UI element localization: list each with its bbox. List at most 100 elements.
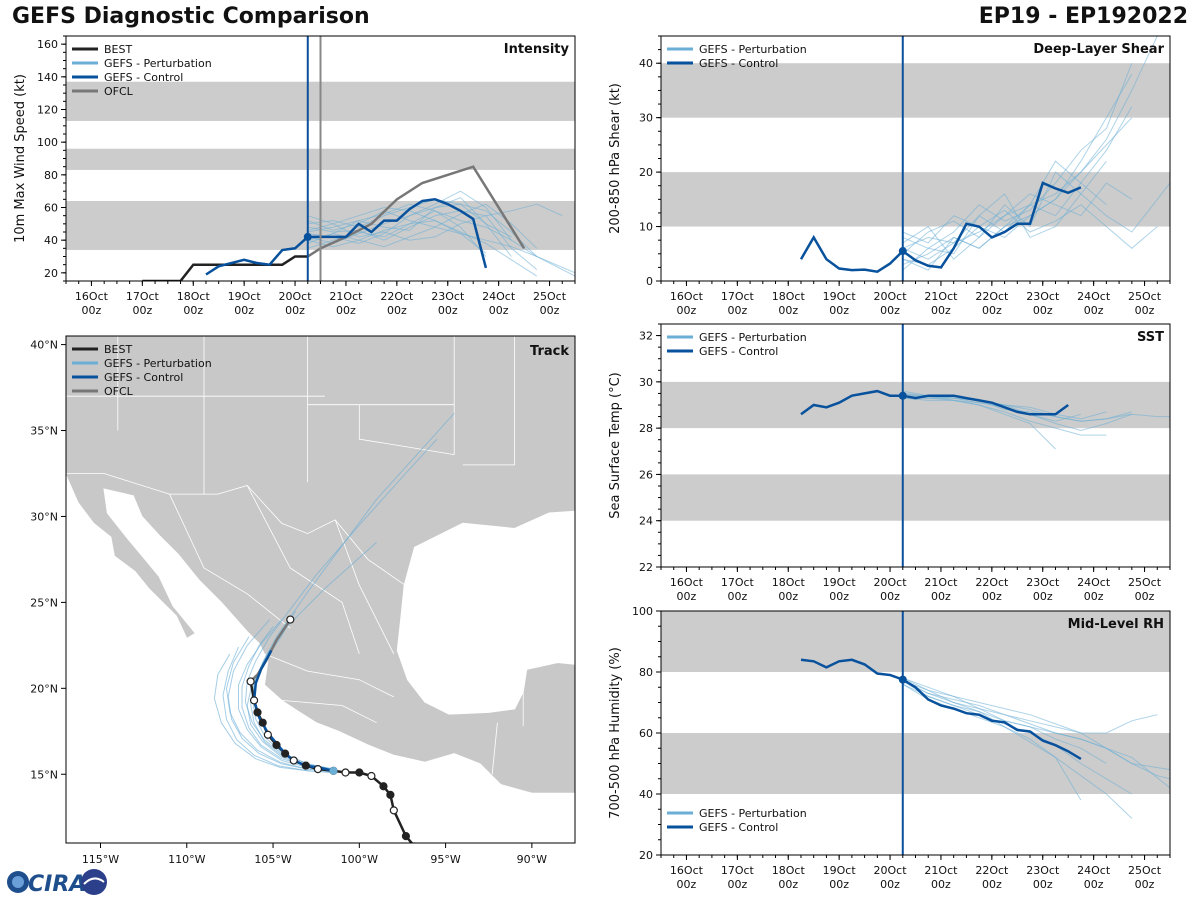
- perturbation-line: [902, 397, 1107, 436]
- land-mass: [66, 336, 575, 794]
- perturbation-line: [307, 203, 538, 249]
- x-tick-label: 00z: [132, 304, 152, 317]
- y-tick-label: 28: [639, 422, 653, 435]
- best-track-point: [355, 768, 364, 777]
- legend-label: GEFS - Control: [699, 57, 778, 70]
- x-tick-label: 100°W: [341, 853, 378, 866]
- best-track-point: [263, 730, 272, 739]
- x-tick-label: 00z: [778, 878, 798, 891]
- legend-label: OFCL: [104, 385, 134, 398]
- best-track-point: [281, 749, 290, 758]
- legend-label: OFCL: [104, 85, 134, 98]
- x-tick-label: 18Oct: [177, 290, 211, 303]
- y-tick-label: 30°N: [30, 510, 58, 523]
- y-tick-label: 120: [37, 104, 58, 117]
- x-tick-label: 00z: [1033, 304, 1053, 317]
- perturbation-line: [902, 683, 1133, 819]
- x-tick-label: 17Oct: [721, 864, 755, 877]
- perturbation-track: [244, 438, 438, 770]
- panel-label: Track: [530, 344, 569, 359]
- x-tick-label: 23Oct: [431, 290, 465, 303]
- border-line: [264, 653, 394, 698]
- x-tick-label: 00z: [880, 878, 900, 891]
- control-line: [800, 658, 1082, 760]
- y-axis-label: Sea Surface Temp (°C): [608, 372, 623, 519]
- x-tick-label: 00z: [540, 304, 560, 317]
- perturbation-line: [307, 215, 538, 270]
- perturbation-line: [902, 182, 1133, 260]
- perturbation-line: [902, 160, 1107, 271]
- x-tick-label: 17Oct: [721, 290, 755, 303]
- storm-id-title: EP19 - EP192022: [978, 4, 1188, 29]
- rh-panel: 2040608010016Oct00z17Oct00z18Oct00z19Oct…: [608, 605, 1171, 891]
- x-tick-label: 18Oct: [772, 864, 806, 877]
- x-tick-label: 00z: [727, 878, 747, 891]
- perturbation-line: [902, 182, 1170, 249]
- best-track-point: [379, 782, 388, 791]
- y-tick-label: 100: [632, 605, 653, 618]
- x-tick-label: 20Oct: [874, 864, 908, 877]
- ofcl-track-point: [286, 615, 295, 624]
- x-tick-label: 19Oct: [823, 290, 857, 303]
- control-line: [205, 198, 488, 276]
- perturbation-line: [902, 204, 1158, 266]
- cira-logo: CIRA: [7, 869, 107, 897]
- legend-label: GEFS - Perturbation: [104, 57, 212, 70]
- y-tick-label: 0: [646, 275, 653, 288]
- legend-label: GEFS - Perturbation: [699, 807, 807, 820]
- cira-logo-text: CIRA: [28, 872, 86, 897]
- y-tick-label: 24: [639, 515, 653, 528]
- y-tick-label: 160: [37, 38, 58, 51]
- x-tick-label: 21Oct: [924, 576, 958, 589]
- x-tick-label: 23Oct: [1026, 290, 1060, 303]
- x-tick-label: 24Oct: [482, 290, 516, 303]
- best-track-point: [389, 806, 398, 815]
- x-tick-label: 23Oct: [1026, 576, 1060, 589]
- perturbation-line: [902, 392, 1107, 420]
- x-tick-label: 105°W: [254, 853, 291, 866]
- perturbation-line: [902, 106, 1133, 255]
- x-tick-label: 16Oct: [670, 864, 704, 877]
- x-tick-label: 00z: [1084, 878, 1104, 891]
- border-line: [462, 336, 515, 466]
- x-tick-label: 18Oct: [772, 290, 806, 303]
- y-tick-label: 60: [639, 727, 653, 740]
- perturbation-line: [307, 210, 487, 257]
- x-tick-label: 00z: [1135, 304, 1155, 317]
- sst-panel: 22242628303216Oct00z17Oct00z18Oct00z19Oc…: [608, 323, 1171, 603]
- legend-label: GEFS - Control: [104, 371, 183, 384]
- best-track-point: [341, 768, 350, 777]
- x-tick-label: 00z: [931, 590, 951, 603]
- x-tick-label: 00z: [1084, 304, 1104, 317]
- x-tick-label: 00z: [829, 878, 849, 891]
- control-line: [799, 181, 1082, 274]
- border-line: [281, 700, 377, 724]
- y-tick-label: 32: [639, 330, 653, 343]
- y-tick-label: 80: [639, 666, 653, 679]
- y-tick-label: 15°N: [30, 768, 58, 781]
- x-tick-label: 25Oct: [1128, 576, 1162, 589]
- x-tick-label: 22Oct: [380, 290, 414, 303]
- y-axis-label: 700-500 hPa Humidity (%): [608, 647, 623, 819]
- threshold-band: [661, 172, 1170, 227]
- y-tick-label: 30: [639, 376, 653, 389]
- x-tick-label: 00z: [489, 304, 509, 317]
- x-tick-label: 20Oct: [874, 576, 908, 589]
- x-tick-label: 00z: [778, 304, 798, 317]
- y-tick-label: 40: [639, 788, 653, 801]
- x-tick-label: 00z: [677, 590, 697, 603]
- init-point: [898, 391, 907, 400]
- x-tick-label: 00z: [982, 590, 1002, 603]
- x-tick-label: 00z: [1135, 590, 1155, 603]
- x-tick-label: 25Oct: [1128, 290, 1162, 303]
- rh-plot-area: [800, 658, 1170, 819]
- x-tick-label: 00z: [778, 590, 798, 603]
- threshold-band: [661, 474, 1170, 521]
- x-tick-label: 24Oct: [1077, 290, 1111, 303]
- x-tick-label: 00z: [931, 878, 951, 891]
- perturbation-line: [307, 226, 575, 277]
- best-track-point: [301, 761, 310, 770]
- x-tick-label: 23Oct: [1026, 864, 1060, 877]
- threshold-band: [661, 733, 1170, 794]
- perturbation-line: [307, 197, 512, 257]
